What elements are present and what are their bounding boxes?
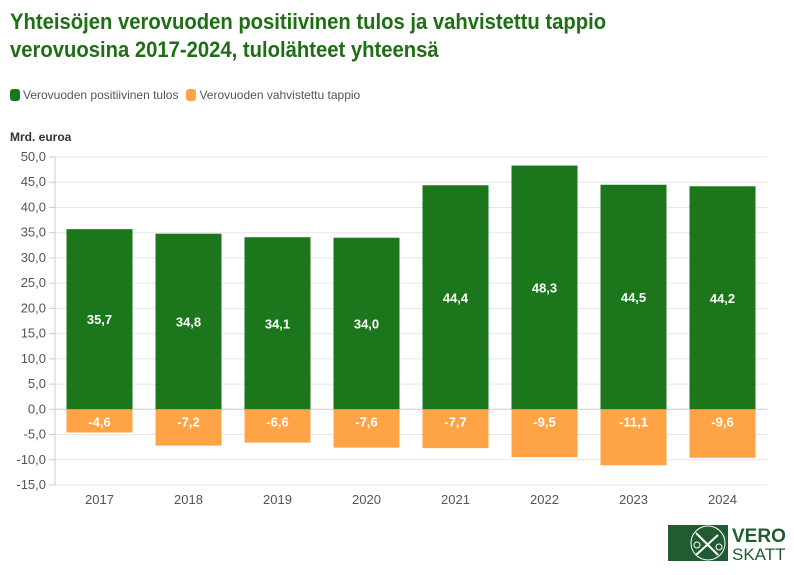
y-tick-label: 20,0 (21, 300, 46, 315)
y-tick-label: 35,0 (21, 225, 46, 240)
bar-positive (689, 186, 756, 410)
data-label-positive: 34,8 (176, 315, 201, 330)
y-tick-label: 10,0 (21, 351, 46, 366)
data-label-loss: -9,5 (533, 414, 555, 429)
legend-label: Verovuoden vahvistettu tappio (199, 88, 361, 102)
y-tick-label: 45,0 (21, 174, 46, 189)
logo-text-bottom: SKATT (732, 545, 786, 563)
x-tick-label: 2019 (263, 492, 292, 507)
y-tick-label: 50,0 (21, 149, 46, 164)
data-label-loss: -11,1 (619, 414, 648, 429)
bar-loss (689, 409, 756, 458)
legend-item-positive[interactable]: Verovuoden positiivinen tulos (10, 88, 178, 102)
data-label-positive: 44,2 (710, 291, 735, 306)
data-label-positive: 34,1 (265, 316, 290, 331)
data-label-loss: -9,6 (711, 414, 733, 429)
data-label-loss: -7,6 (355, 414, 377, 429)
y-tick-label: 5,0 (28, 376, 46, 391)
data-label-positive: 48,3 (532, 280, 557, 295)
logo-text-top: VERO (732, 526, 786, 547)
data-label-positive: 44,4 (443, 290, 469, 305)
bar-loss (66, 409, 133, 433)
x-tick-label: 2024 (708, 492, 737, 507)
x-tick-label: 2023 (619, 492, 648, 507)
bar-positive (155, 233, 222, 410)
bar-positive (244, 237, 311, 410)
data-label-positive: 44,5 (621, 290, 646, 305)
legend-swatch-loss (186, 89, 197, 101)
bar-positive (600, 184, 667, 410)
legend-item-loss[interactable]: Verovuoden vahvistettu tappio (186, 88, 360, 102)
x-tick-label: 2017 (85, 492, 114, 507)
data-label-loss: -7,7 (444, 414, 466, 429)
x-tick-label: 2020 (352, 492, 381, 507)
bar-positive (511, 165, 578, 410)
y-tick-label: 40,0 (21, 199, 46, 214)
data-label-positive: 34,0 (354, 317, 379, 332)
y-tick-label: 15,0 (21, 326, 46, 341)
bar-positive (66, 229, 133, 410)
chart-title: Yhteisöjen verovuoden positiivinen tulos… (10, 9, 607, 62)
bar-loss (333, 409, 400, 448)
data-label-loss: -4,6 (88, 414, 110, 429)
x-tick-label: 2022 (530, 492, 559, 507)
y-tick-label: 25,0 (21, 275, 46, 290)
bar-loss (244, 409, 311, 443)
legend-swatch-positive (10, 89, 20, 101)
bar-loss (600, 409, 667, 466)
y-tick-label: 30,0 (21, 250, 46, 265)
y-tick-label: -10,0 (16, 452, 46, 467)
bar-positive (422, 185, 489, 410)
y-axis-label: Mrd. euroa (10, 130, 72, 144)
y-tick-label: -5,0 (24, 427, 46, 442)
data-label-positive: 35,7 (87, 312, 112, 327)
vero-skatt-logo: VERO SKATT (668, 525, 786, 563)
data-label-loss: -7,2 (177, 414, 199, 429)
data-label-loss: -6,6 (266, 414, 288, 429)
y-tick-label: 0,0 (28, 401, 46, 416)
y-tick-label: -15,0 (16, 477, 46, 492)
x-tick-label: 2018 (174, 492, 203, 507)
x-tick-label: 2021 (441, 492, 470, 507)
bar-loss (422, 409, 489, 449)
bar-loss (155, 409, 222, 446)
legend: Verovuoden positiivinen tulos Verovuoden… (10, 88, 360, 102)
bar-positive (333, 237, 400, 410)
legend-label: Verovuoden positiivinen tulos (23, 88, 179, 102)
bar-loss (511, 409, 578, 458)
